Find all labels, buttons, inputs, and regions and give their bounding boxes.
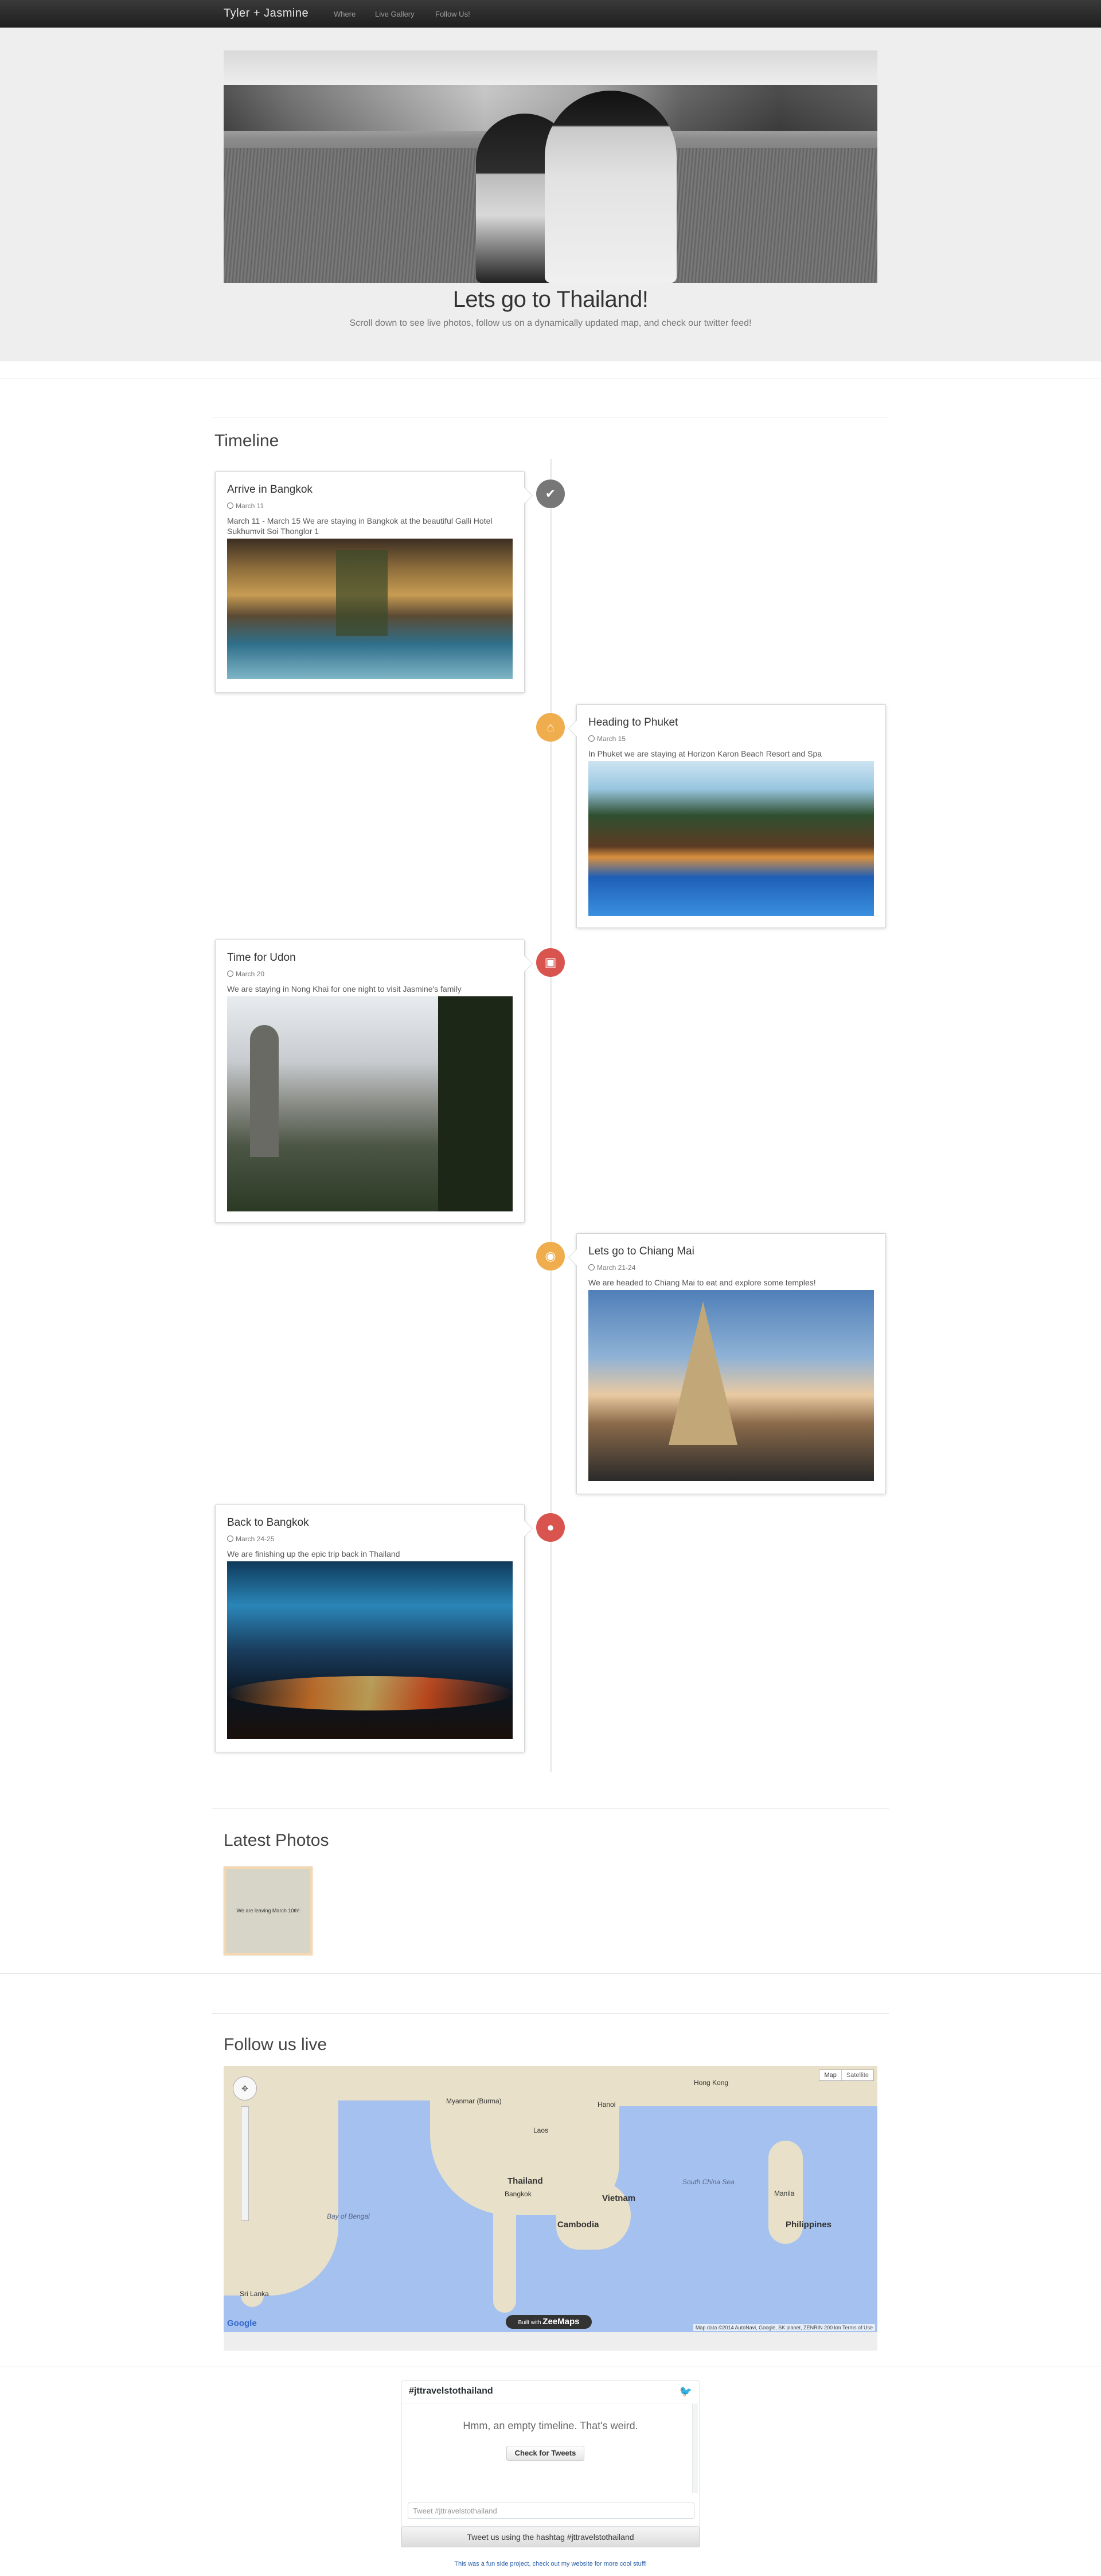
map-label-cambodia: Cambodia [557,2220,599,2230]
hero-title: Lets go to Thailand! [452,287,649,312]
timeline-entry-text: We are headed to Chiang Mai to eat and e… [588,1278,816,1287]
chiang-mai-temple-photo [588,1290,874,1481]
timeline-entry-date: March 15 [588,735,874,743]
zeemaps-brand: ZeeMaps [542,2317,580,2326]
timeline-entry-date: March 11 [227,502,513,510]
live-map[interactable]: Myanmar (Burma) Laos Thailand Bangkok Ca… [224,2066,877,2332]
tweet-input[interactable]: Tweet #jttravelstothailand [408,2503,694,2519]
timeline-entry-title: Time for Udon [227,952,296,964]
clock-icon [588,735,595,742]
nav-link-where[interactable]: Where [334,10,356,18]
brand-link[interactable]: Tyler + Jasmine [224,7,309,20]
timeline-panel: Arrive in Bangkok March 11 March 11 - Ma… [215,471,533,693]
phuket-resort-photo [588,761,874,916]
timeline-entry-date: March 24-25 [227,1535,513,1543]
udon-statues-photo [227,996,513,1211]
latest-photo-caption: We are leaving March 10th! [236,1908,300,1914]
map-label-philippines: Philippines [786,2220,832,2230]
built-with-label: Built with [518,2320,541,2326]
map-type-map-button[interactable]: Map [824,2072,837,2079]
timeline-entry-title: Lets go to Chiang Mai [588,1245,694,1257]
hero-section: Lets go to Thailand! Scroll down to see … [0,28,1101,361]
timeline-entry-date: March 21-24 [588,1264,874,1272]
google-logo: Google [227,2318,257,2328]
timeline-entry-text: In Phuket we are staying at Horizon Karo… [588,749,822,758]
timeline-entry-title: Heading to Phuket [588,716,678,728]
map-label-south-china-sea: South China Sea [682,2178,735,2186]
timeline-entry-date-text: March 24-25 [236,1535,275,1543]
map-land-philippines [768,2141,803,2244]
timeline-panel: Time for Udon March 20 We are staying in… [215,940,533,1223]
map-type-control: Map Satellite [819,2070,874,2081]
clock-icon [227,971,233,977]
timeline-entry-text: March 11 - March 15 We are staying in Ba… [227,516,493,536]
nav-link-follow-us[interactable]: Follow Us! [435,10,470,18]
map-label-thailand: Thailand [507,2176,543,2186]
camera-icon: ◉ [536,1242,565,1271]
timeline-title: Timeline [214,431,279,450]
map-land-malay-peninsula [493,2181,516,2313]
timeline-panel: Back to Bangkok March 24-25 We are finis… [215,1505,533,1752]
section-divider [212,1808,889,1809]
map-label-bay-of-bengal: Bay of Bengal [327,2212,370,2220]
timeline-panel: Lets go to Chiang Mai March 21-24 We are… [568,1233,886,1494]
timeline-entry-date-text: March 20 [236,970,265,978]
check-icon: ✔ [536,480,565,508]
timeline-panel: Heading to Phuket March 15 In Phuket we … [568,704,886,928]
twitter-empty-message: Hmm, an empty timeline. That's weird. [463,2420,638,2431]
map-label-myanmar: Myanmar (Burma) [446,2097,502,2105]
twitter-scrollbar[interactable] [692,2404,698,2493]
clock-icon [588,1264,595,1271]
map-label-sri-lanka: Sri Lanka [240,2290,269,2298]
map-land-sri-lanka [241,2267,264,2307]
map-label-manila: Manila [774,2189,795,2197]
navbar: Tyler + Jasmine Where Live Gallery Follo… [0,0,1101,28]
timeline-entry-date-text: March 21-24 [597,1264,636,1272]
nav-link-live-gallery[interactable]: Live Gallery [375,10,415,18]
check-for-tweets-button[interactable]: Check for Tweets [506,2446,584,2461]
latest-photos-title: Latest Photos [224,1831,329,1850]
map-zoom-slider[interactable] [241,2106,249,2221]
map-label-bangkok: Bangkok [505,2190,532,2198]
latest-photo-thumbnail[interactable]: We are leaving March 10th! [224,1866,313,1955]
map-label-hanoi: Hanoi [598,2100,616,2109]
section-divider [0,1973,1101,1974]
twitter-bird-icon[interactable]: 🐦 [679,2386,692,2397]
map-footer-bar [224,2332,877,2351]
hero-subtitle: Scroll down to see live photos, follow u… [349,318,752,328]
twitter-widget: #jttravelstothailand 🐦 Hmm, an empty tim… [401,2380,700,2527]
timeline-entry-title: Back to Bangkok [227,1517,309,1529]
timeline-entry-title: Arrive in Bangkok [227,484,313,496]
timeline-entry-date: March 20 [227,970,513,978]
clock-icon [227,502,233,509]
timeline-entry-text: We are finishing up the epic trip back i… [227,1549,400,1558]
map-label-vietnam: Vietnam [602,2193,636,2203]
timeline-entry-date-text: March 11 [236,502,264,510]
map-pan-control[interactable]: ✥ [233,2076,257,2100]
map-attribution[interactable]: Map data ©2014 AutoNavi, Google, SK plan… [693,2324,875,2331]
map-label-hong-kong: Hong Kong [694,2079,729,2087]
timeline-entry-text: We are staying in Nong Khai for one nigh… [227,984,462,993]
footer-note-link[interactable]: This was a fun side project, check out m… [454,2561,647,2567]
map-land-cambodia-vietnam [556,2181,631,2250]
picture-icon: ▣ [536,948,565,977]
map-label-laos: Laos [533,2126,549,2134]
hero-person-tyler [545,91,677,283]
map-type-satellite-button[interactable]: Satellite [841,2070,873,2080]
hero-couple-photo [224,50,877,283]
timeline-line [550,459,552,1772]
home-icon: ⌂ [536,713,565,742]
clock-icon [227,1536,233,1542]
bangkok-hotel-photo [227,539,513,679]
timeline-entry-date-text: March 15 [597,735,626,743]
zeemaps-badge[interactable]: Built with ZeeMaps [506,2315,592,2329]
follow-us-title: Follow us live [224,2035,327,2054]
section-divider [212,2013,889,2014]
tweet-hashtag-button[interactable]: Tweet us using the hashtag #jttravelstot… [401,2527,700,2547]
twitter-hashtag-title[interactable]: #jttravelstothailand [409,2386,493,2396]
bangkok-night-photo [227,1561,513,1739]
map-marker-icon: ● [536,1513,565,1542]
